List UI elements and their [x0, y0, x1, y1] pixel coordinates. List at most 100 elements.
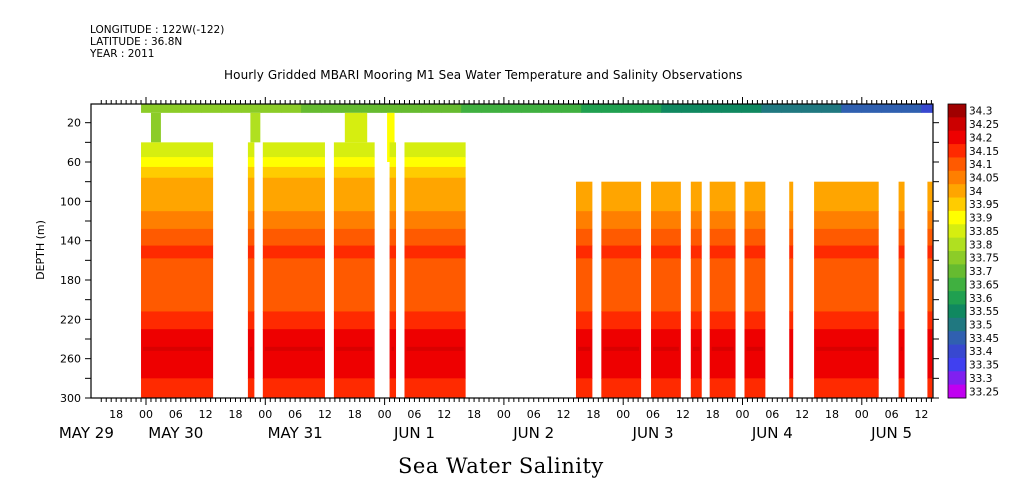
depth-band — [389, 142, 397, 158]
deep-max-band — [603, 346, 640, 351]
depth-band — [389, 329, 397, 379]
deep-max-band — [335, 346, 373, 351]
colorbar-swatch — [948, 130, 966, 145]
depth-band — [575, 211, 593, 230]
depth-band — [404, 157, 466, 168]
profile-column — [898, 181, 905, 399]
y-tick-label: 300 — [60, 392, 81, 405]
profile-column — [814, 181, 879, 399]
surface-band-cell — [781, 104, 802, 113]
depth-band — [389, 211, 397, 230]
depth-band — [814, 378, 879, 399]
surface-band-cell — [901, 104, 922, 113]
colorbar-swatch — [948, 144, 966, 158]
depth-band — [389, 166, 397, 179]
depth-band — [333, 211, 375, 230]
x-tick-label: 18 — [348, 408, 362, 421]
x-date-label: JUN 5 — [870, 424, 912, 442]
colorbar-label: 33.9 — [969, 213, 992, 225]
x-tick-label: 06 — [288, 408, 302, 421]
depth-band — [898, 181, 905, 212]
depth-band — [141, 228, 214, 247]
upper-column — [344, 112, 368, 143]
depth-band — [247, 228, 255, 247]
depth-band — [789, 258, 794, 312]
y-tick-label: 260 — [60, 353, 81, 366]
depth-band — [709, 311, 736, 330]
x-tick-label: 00 — [258, 408, 272, 421]
year-label: YEAR : 2011 — [90, 48, 155, 60]
depth-band — [247, 166, 255, 179]
x-tick-label: 00 — [736, 408, 750, 421]
surface-band-cell — [401, 104, 422, 113]
surface-band-cell — [181, 104, 202, 113]
x-date-label: JUN 4 — [751, 424, 793, 442]
depth-band — [709, 378, 736, 399]
depth-band — [898, 329, 905, 379]
depth-band — [789, 211, 794, 230]
surface-band-cell — [841, 104, 862, 113]
depth-band — [262, 245, 325, 259]
depth-band — [333, 245, 375, 259]
surface-band-cell — [481, 104, 502, 113]
x-tick-label: 00 — [139, 408, 153, 421]
chart-title: Hourly Gridded MBARI Mooring M1 Sea Wate… — [224, 68, 743, 82]
depth-band — [690, 311, 702, 330]
depth-band — [927, 378, 933, 399]
depth-band — [690, 245, 702, 259]
depth-band — [389, 378, 397, 399]
profile-column — [333, 142, 375, 399]
depth-band — [262, 311, 325, 330]
depth-band — [575, 181, 593, 212]
depth-band — [575, 228, 593, 247]
depth-band — [333, 177, 375, 212]
surface-band-cell — [741, 104, 762, 113]
x-axis-label: Sea Water Salinity — [398, 454, 604, 478]
colorbar-label: 33.95 — [969, 199, 999, 211]
surface-band-cell — [281, 104, 302, 113]
deep-max-band — [249, 346, 253, 351]
depth-band — [389, 258, 397, 312]
depth-band — [709, 258, 736, 312]
depth-band — [389, 157, 397, 168]
depth-band — [651, 181, 681, 212]
colorbar-label: 33.3 — [969, 373, 992, 385]
depth-band — [651, 311, 681, 330]
colorbar-label: 33.8 — [969, 239, 992, 251]
surface-band-cell — [861, 104, 882, 113]
colorbar-label: 34.15 — [969, 146, 999, 158]
surface-band-cell — [321, 104, 342, 113]
surface-band-cell — [421, 104, 442, 113]
colorbar-swatch — [948, 251, 966, 265]
depth-band — [333, 258, 375, 312]
depth-band — [262, 329, 325, 379]
profile-column — [404, 142, 466, 399]
x-tick-label: 18 — [586, 408, 600, 421]
depth-band — [601, 311, 642, 330]
y-tick-label: 220 — [60, 313, 81, 326]
x-date-label: JUN 1 — [393, 424, 435, 442]
y-tick-label: 20 — [67, 117, 81, 130]
depth-band — [575, 258, 593, 312]
x-tick-label: 00 — [855, 408, 869, 421]
depth-band — [814, 311, 879, 330]
depth-band — [690, 211, 702, 230]
depth-band — [898, 211, 905, 230]
profile-column — [141, 142, 214, 399]
surface-band-cell — [381, 104, 402, 113]
depth-band — [927, 211, 933, 230]
profile-column — [575, 181, 593, 399]
colorbar-swatch — [948, 357, 966, 372]
colorbar-label: 33.6 — [969, 293, 993, 305]
deep-max-band — [929, 346, 931, 351]
surface-band-cell — [821, 104, 842, 113]
latitude-label: LATITUDE : 36.8N — [90, 36, 183, 48]
depth-band — [404, 177, 466, 212]
surface-band-cell — [241, 104, 262, 113]
depth-band — [651, 228, 681, 247]
depth-band — [404, 166, 466, 179]
depth-band — [814, 258, 879, 312]
upper-column — [387, 112, 395, 163]
colorbar-swatch — [948, 291, 966, 305]
